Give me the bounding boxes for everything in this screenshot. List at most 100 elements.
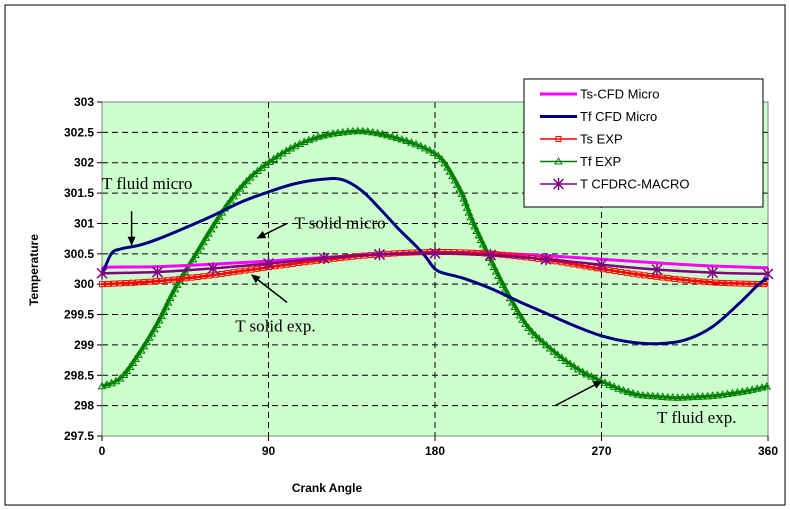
data-point bbox=[719, 279, 726, 286]
data-point bbox=[470, 221, 480, 230]
data-point bbox=[445, 167, 455, 175]
data-point bbox=[96, 267, 108, 280]
data-point bbox=[600, 378, 610, 386]
annotation-arrow bbox=[251, 274, 288, 303]
data-point bbox=[708, 391, 718, 399]
data-point bbox=[688, 392, 698, 401]
data-point bbox=[749, 280, 756, 287]
legend-label: Tf EXP bbox=[580, 154, 621, 169]
data-point bbox=[706, 266, 719, 279]
data-point bbox=[440, 158, 450, 167]
data-point bbox=[678, 393, 688, 401]
data-point bbox=[633, 390, 643, 398]
data-point bbox=[122, 366, 132, 375]
data-point bbox=[383, 130, 392, 139]
data-point bbox=[619, 385, 628, 394]
data-point bbox=[152, 320, 162, 328]
data-point bbox=[373, 248, 386, 261]
data-point bbox=[147, 329, 157, 337]
y-tick-label: 301.5 bbox=[64, 186, 94, 200]
data-point bbox=[521, 319, 530, 327]
data-point bbox=[165, 293, 175, 302]
data-point bbox=[191, 250, 200, 259]
data-point bbox=[218, 270, 225, 277]
data-point bbox=[677, 276, 684, 283]
data-point bbox=[728, 388, 737, 397]
data-point bbox=[116, 280, 123, 287]
data-point bbox=[260, 264, 267, 271]
data-point bbox=[328, 129, 338, 137]
data-point bbox=[136, 346, 146, 354]
y-tick-label: 302 bbox=[74, 156, 94, 170]
data-point bbox=[757, 383, 767, 391]
data-point bbox=[725, 280, 732, 287]
data-point bbox=[605, 267, 612, 274]
data-point bbox=[641, 272, 648, 279]
data-point bbox=[238, 180, 248, 188]
data-point bbox=[196, 241, 206, 250]
y-tick-label: 300 bbox=[74, 277, 94, 291]
data-point bbox=[122, 280, 129, 287]
data-point bbox=[553, 350, 563, 358]
data-point bbox=[104, 280, 111, 287]
data-point bbox=[747, 385, 757, 393]
data-point bbox=[448, 171, 457, 180]
x-axis-ticks: 0 90 180 270 360 bbox=[99, 436, 778, 458]
data-point bbox=[489, 262, 499, 271]
data-point bbox=[433, 151, 443, 159]
data-point bbox=[163, 298, 173, 306]
data-point bbox=[524, 323, 533, 331]
series-layer bbox=[96, 126, 774, 401]
data-point bbox=[578, 367, 587, 375]
data-point bbox=[128, 358, 138, 367]
annotation-t-fluid-micro: T fluid micro bbox=[102, 174, 192, 246]
data-point bbox=[188, 254, 198, 263]
legend-label: T CFDRC-MACRO bbox=[580, 177, 690, 192]
data-point bbox=[653, 392, 663, 400]
annotation-arrow bbox=[554, 380, 603, 407]
x-tick-label: 270 bbox=[591, 444, 611, 458]
data-point bbox=[224, 270, 231, 277]
data-point bbox=[358, 126, 368, 135]
data-point bbox=[496, 275, 506, 284]
data-point bbox=[538, 337, 547, 345]
data-point bbox=[762, 267, 774, 280]
data-point bbox=[242, 267, 249, 274]
data-point bbox=[617, 268, 624, 275]
data-point bbox=[373, 128, 383, 137]
data-point bbox=[248, 266, 255, 273]
series-t-cfdrc-macro bbox=[96, 247, 774, 280]
data-point bbox=[151, 266, 164, 279]
data-point bbox=[545, 344, 555, 352]
data-point bbox=[480, 244, 490, 253]
data-point bbox=[230, 269, 237, 276]
data-point bbox=[149, 324, 159, 333]
x-tick-label: 90 bbox=[262, 444, 276, 458]
data-point bbox=[318, 252, 330, 265]
data-point bbox=[586, 372, 596, 380]
data-point bbox=[343, 127, 353, 135]
data-point bbox=[425, 146, 435, 154]
data-point bbox=[491, 267, 501, 275]
annotation-label: T fluid micro bbox=[102, 174, 192, 193]
data-point bbox=[170, 284, 180, 293]
data-point bbox=[478, 240, 488, 248]
legend-item: Tf EXP bbox=[540, 154, 621, 169]
y-tick-label: 302.5 bbox=[64, 125, 94, 139]
data-point bbox=[629, 270, 636, 277]
data-point bbox=[450, 176, 460, 184]
annotation-t-solid-exp: T solid exp. bbox=[235, 274, 316, 336]
data-point bbox=[459, 193, 469, 202]
data-point bbox=[549, 347, 559, 355]
data-point bbox=[242, 176, 252, 185]
data-point bbox=[198, 237, 208, 246]
annotations: T fluid micro T solid micro T solid exp. T … bbox=[102, 174, 736, 427]
data-point bbox=[128, 279, 135, 286]
data-point bbox=[605, 380, 614, 388]
data-point bbox=[406, 138, 416, 146]
data-point bbox=[689, 277, 696, 284]
data-point bbox=[561, 356, 571, 365]
x-tick-label: 360 bbox=[758, 444, 778, 458]
data-point bbox=[648, 391, 658, 400]
data-point bbox=[565, 359, 575, 367]
